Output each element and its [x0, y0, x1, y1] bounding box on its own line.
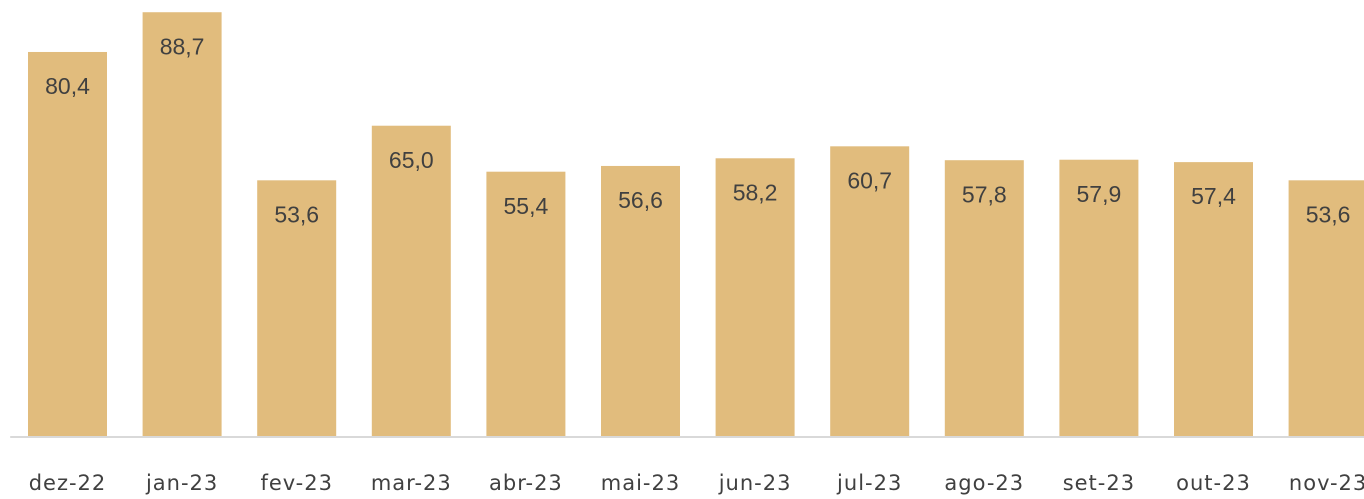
x-tick-label: ago-23	[944, 471, 1024, 495]
value-label: 53,6	[1306, 201, 1351, 227]
x-tick-label: out-23	[1176, 471, 1251, 495]
x-tick-label: dez-22	[29, 471, 107, 495]
x-tick-label: jul-23	[836, 471, 902, 495]
bar	[1288, 180, 1364, 437]
bar	[830, 146, 910, 437]
value-label: 88,7	[160, 33, 205, 59]
value-label: 80,4	[45, 73, 90, 99]
bar	[257, 180, 337, 437]
bar	[1059, 159, 1139, 437]
bar	[944, 160, 1024, 438]
value-label: 57,8	[962, 181, 1007, 207]
bar	[142, 12, 222, 437]
value-label: 56,6	[618, 187, 663, 213]
value-label: 65,0	[389, 147, 434, 173]
value-label: 57,4	[1191, 183, 1236, 209]
x-tick-label: mar-23	[371, 471, 452, 495]
bar	[1174, 162, 1253, 437]
bar	[28, 51, 107, 438]
x-tick-label: fev-23	[260, 471, 332, 495]
x-tick-label: abr-23	[489, 471, 563, 495]
value-label: 58,2	[733, 179, 778, 205]
value-label: 60,7	[847, 167, 892, 193]
x-tick-label: set-23	[1063, 471, 1135, 495]
value-label: 55,4	[504, 193, 549, 219]
bar	[601, 165, 680, 437]
x-tick-label: nov-23	[1289, 471, 1364, 495]
value-label: 53,6	[274, 201, 319, 227]
x-tick-label: jan-23	[145, 471, 218, 495]
value-label: 57,9	[1077, 181, 1122, 207]
bar	[371, 125, 451, 437]
bar	[715, 158, 795, 437]
x-tick-label: mai-23	[601, 471, 680, 495]
bar	[486, 171, 566, 437]
x-tick-label: jun-23	[718, 471, 792, 495]
